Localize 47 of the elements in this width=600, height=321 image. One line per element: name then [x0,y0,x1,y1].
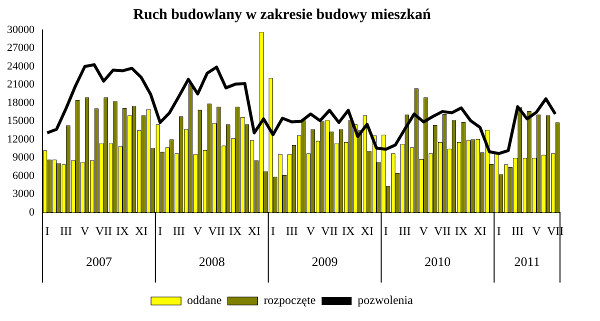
x-tick-label: VII [208,224,225,238]
x-tick-label: IX [116,224,130,238]
x-tick-label: XI [248,224,261,238]
chart-title: Ruch budowlany w zakresie budowy mieszkań [133,6,432,23]
text: 2007 [86,254,112,270]
x-tick-label: I [496,224,501,238]
x-tick-label: V [193,224,202,238]
legend-label: pozwolenia [358,293,414,308]
y-tick-label: 21000 [7,78,35,91]
legend-label: oddane [187,293,222,308]
x-tick-label: VII [434,224,451,238]
x-tick-label: III [172,224,185,238]
x-tick-label: XI [474,224,486,238]
y-tick-label: 0 [29,206,35,218]
x-tick-label: III [286,224,298,238]
y-tick-label: 3000 [12,188,35,200]
x-tick-label: IX [229,224,242,238]
legend-label: rozpoczęte [264,293,316,308]
x-tick-label: III [60,224,72,238]
y-tick-label: 24000 [7,60,35,72]
x-tick-label: V [419,224,428,238]
y-tick-label: 27000 [7,42,35,54]
y-tick-label: 12000 [7,133,35,146]
y-tick-label: 9000 [12,152,35,164]
text: 2008 [198,254,225,270]
text: 2011 [514,254,540,270]
x-tick-label: V [532,224,542,238]
x-tick-label: I [271,224,276,238]
text: 2009 [312,254,338,270]
x-tick-label: XI [134,224,148,238]
y-tick-label: 15000 [7,115,35,128]
y-tick-label: 18000 [7,96,35,109]
text: 2010 [424,254,451,270]
x-tick-label: IX [454,224,468,238]
x-tick-label: III [398,224,411,238]
x-tick-label: V [306,224,316,238]
x-tick-label: III [512,224,524,238]
x-tick-label: I [45,224,50,238]
y-tick-label: 30000 [7,24,35,36]
x-tick-label: I [384,224,388,238]
y-tick-label: 6000 [12,170,35,182]
x-tick-label: XI [360,224,374,238]
x-tick-label: VII [95,224,112,238]
x-tick-label: IX [342,224,355,238]
x-tick-label: VII [321,224,338,238]
x-tick-label: I [158,224,162,238]
x-tick-label: V [80,224,90,238]
